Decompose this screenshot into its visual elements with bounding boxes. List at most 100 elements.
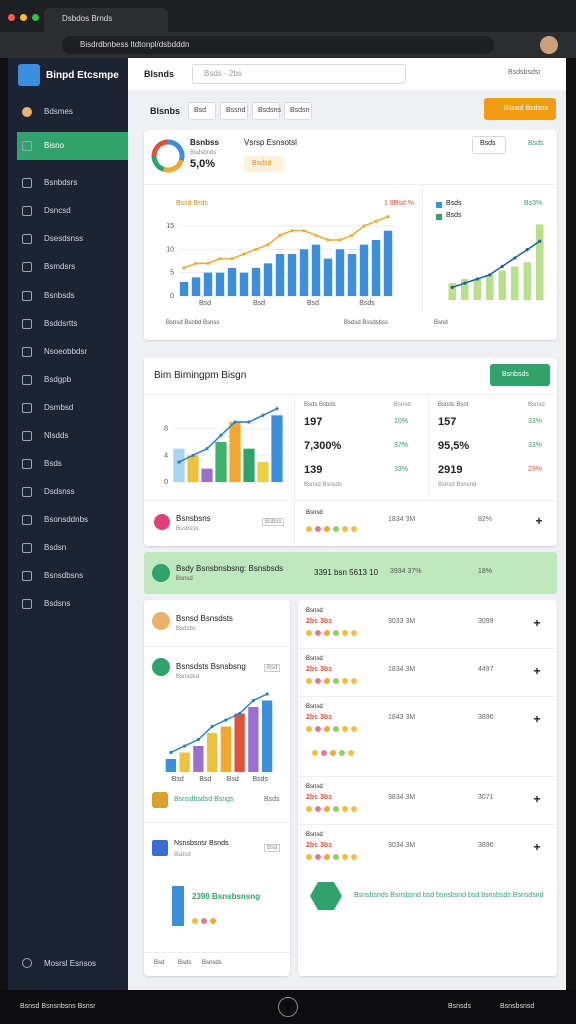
add-button[interactable]: + [533, 840, 541, 854]
window-button[interactable] [8, 14, 15, 21]
address-bar[interactable] [62, 36, 494, 54]
highlight-row: Bsdy Bsnsbnsbsng: Bsnsbsds Bsnsd 3391 bsn … [144, 552, 557, 594]
nav-item[interactable]: Bsmdsrs [44, 262, 76, 271]
status-item[interactable]: Bsnsds [448, 1003, 471, 1010]
stat-change: 33% [528, 418, 543, 425]
divider [428, 395, 429, 499]
window-button[interactable] [32, 14, 39, 21]
nav-item[interactable]: Dsmbsd [44, 403, 74, 412]
row-amount: 1843 3M [388, 714, 416, 721]
add-button[interactable]: + [535, 514, 543, 528]
search-box[interactable] [192, 64, 406, 84]
filter-tab[interactable] [252, 102, 280, 120]
footer-item[interactable]: Bsnsds [202, 960, 222, 966]
add-button[interactable]: + [533, 792, 541, 806]
rating-dot [351, 526, 357, 532]
bar [486, 274, 494, 300]
trend-point [196, 737, 200, 742]
bar [191, 277, 201, 296]
rating-dot [342, 854, 348, 860]
rating-dot [351, 678, 357, 684]
trend-point [513, 256, 517, 260]
window-button[interactable] [20, 14, 27, 21]
big-label: 2390 Bsnsbsnsng [192, 892, 261, 901]
home-button[interactable] [278, 997, 298, 1017]
filter-tab[interactable] [188, 102, 216, 120]
bar [498, 270, 506, 300]
stat-value: 2919 [438, 464, 463, 476]
link[interactable]: Bsds [528, 140, 544, 147]
nav-item[interactable]: Bisno [44, 141, 65, 150]
row-icon [154, 514, 170, 530]
header-link[interactable]: Bsdsbsdsr [508, 69, 541, 76]
y-tick-label: 10 [166, 246, 174, 253]
bar [187, 455, 199, 482]
nav-icon [22, 178, 32, 188]
tab[interactable] [44, 8, 168, 32]
filter-tab[interactable] [220, 102, 248, 120]
trend-point [183, 744, 187, 748]
status-item[interactable]: Bsnsbsnsd [500, 1003, 535, 1010]
card-icon [152, 658, 170, 676]
rating-dot [342, 526, 348, 532]
donut-slice [167, 139, 185, 162]
bar [299, 249, 309, 296]
rating-dot [324, 854, 330, 860]
rating-dot [342, 678, 348, 684]
rating-dot [324, 678, 330, 684]
rating-dot [315, 526, 321, 532]
nav-item[interactable]: Bsddsrtts [44, 319, 78, 328]
x-tick-label: Bsds [359, 300, 375, 307]
donut-slice [162, 159, 184, 173]
x-tick-label: Bsds [252, 776, 268, 783]
legend-item[interactable]: Bsdsd Bssdsbss [344, 320, 389, 326]
primary-button[interactable] [484, 98, 556, 120]
filter-tab-label: Bssnd [226, 107, 246, 114]
footer-item[interactable]: Bsd [154, 960, 165, 966]
avatar[interactable] [540, 36, 558, 54]
stat-change: 10% [394, 418, 409, 425]
row-amount: 3033 3M [388, 618, 416, 625]
trend-point [233, 420, 237, 424]
nav-item[interactable]: Nlsdds [44, 431, 69, 440]
chart-legend: Bsds [446, 200, 462, 207]
rating-dot [324, 726, 330, 732]
row-amount: 3391 bsn 5613 10 [314, 568, 379, 577]
bar [263, 263, 273, 296]
footer-item[interactable]: Bsds [178, 960, 192, 966]
nav-item[interactable]: Bsds [44, 459, 62, 468]
donut-slice [151, 155, 165, 172]
trend-point [265, 692, 269, 696]
nav-item[interactable]: Dsncsd [44, 206, 71, 215]
nav-item[interactable]: Bsonsddnbs [44, 515, 89, 524]
filter-tab[interactable] [284, 102, 312, 120]
nav-item[interactable]: Bsdsns [44, 599, 71, 608]
search-placeholder: Bsds · 2bs [204, 69, 242, 78]
right-column: Bsnsd 2bs 3bs 3033 3M 3099 + Bsnsd 2bs 3bs 1834… [298, 600, 557, 976]
button[interactable] [490, 364, 550, 386]
trend-point [338, 238, 342, 242]
add-button[interactable]: + [533, 616, 541, 630]
nav-item[interactable]: Bdsmes [44, 107, 73, 116]
bar [251, 268, 261, 296]
add-button[interactable]: + [533, 712, 541, 726]
bar [536, 224, 544, 300]
nav-icon [22, 599, 32, 609]
rating-dot [192, 918, 198, 924]
nav-item[interactable]: Nsoeobbdsr [44, 347, 88, 356]
add-button[interactable]: + [533, 664, 541, 678]
nav-item[interactable]: Bsnbsds [44, 291, 75, 300]
trend-point [242, 252, 246, 256]
nav-item[interactable]: Bsdgpb [44, 375, 72, 384]
nav-item[interactable]: Dsesdsnss [44, 234, 84, 243]
nav-item[interactable]: Bsnbdsrs [44, 178, 78, 187]
nav-item[interactable]: Dsdsnss [44, 487, 75, 496]
trend-point [538, 239, 542, 243]
select[interactable] [472, 136, 506, 154]
page-title: Blsnds [144, 69, 175, 79]
trend-point [350, 233, 354, 237]
nav-item[interactable]: Bsnsdbsns [44, 571, 84, 580]
nav-item[interactable]: Bsdsn [44, 543, 67, 552]
x-tick-label: Bsd [199, 776, 211, 783]
